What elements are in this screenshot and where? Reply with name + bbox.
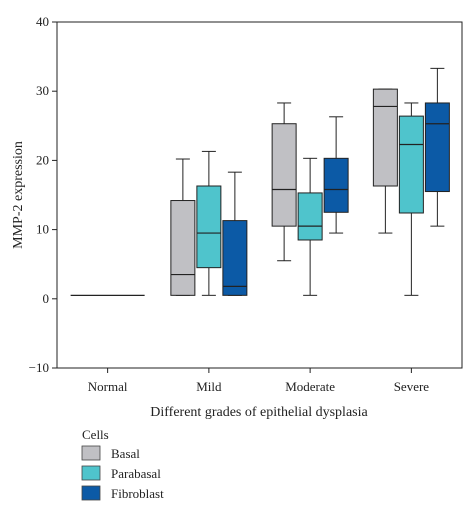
x-axis-title: Different grades of epithelial dysplasia	[150, 405, 368, 420]
legend-label-parabasal: Parabasal	[111, 466, 161, 481]
box-fibroblast-moderate	[323, 116, 349, 234]
legend-swatch-basal	[81, 445, 101, 461]
y-tick-label: −10	[29, 360, 49, 375]
box-body	[372, 88, 398, 187]
box-body	[398, 115, 424, 214]
plot-marks	[70, 67, 450, 296]
y-tick-label: 0	[43, 291, 50, 306]
x-tick-label: Mild	[196, 379, 222, 394]
plot-frame	[56, 21, 463, 369]
x-tick-label: Normal	[88, 379, 128, 394]
box-body	[271, 123, 297, 227]
y-tick-label: 30	[36, 83, 49, 98]
box-body	[424, 102, 450, 193]
legend-swatch-fibroblast	[81, 485, 101, 501]
box-basal-severe	[372, 88, 398, 234]
y-tick-label: 10	[36, 222, 49, 237]
legend-label-fibroblast: Fibroblast	[111, 486, 164, 501]
box-parabasal-mild	[196, 150, 222, 296]
y-tick-label: 40	[36, 14, 49, 29]
box-fibroblast-mild	[222, 171, 248, 296]
box-body	[297, 192, 323, 241]
x-tick-label: Severe	[394, 379, 430, 394]
y-tick-label: 20	[36, 152, 49, 167]
x-axis: Normal Mild Moderate Severe	[88, 368, 430, 394]
y-axis: −10 0 10 20 30 40	[29, 14, 57, 375]
box-parabasal-severe	[398, 102, 424, 296]
box-parabasal-moderate	[297, 157, 323, 296]
box-body	[222, 220, 248, 296]
legend-swatch-parabasal	[81, 465, 101, 481]
box-body	[196, 185, 222, 269]
box-basal-mild	[170, 158, 196, 296]
legend-title: Cells	[82, 427, 109, 442]
box-fibroblast-severe	[424, 67, 450, 227]
legend: Cells Basal Parabasal Fibroblast	[81, 427, 164, 501]
legend-label-basal: Basal	[111, 446, 140, 461]
y-axis-title: MMP-2 expression	[11, 141, 26, 249]
x-tick-label: Moderate	[285, 379, 335, 394]
box-body	[170, 200, 196, 296]
box-body	[323, 157, 349, 213]
box-basal-moderate	[271, 102, 297, 262]
